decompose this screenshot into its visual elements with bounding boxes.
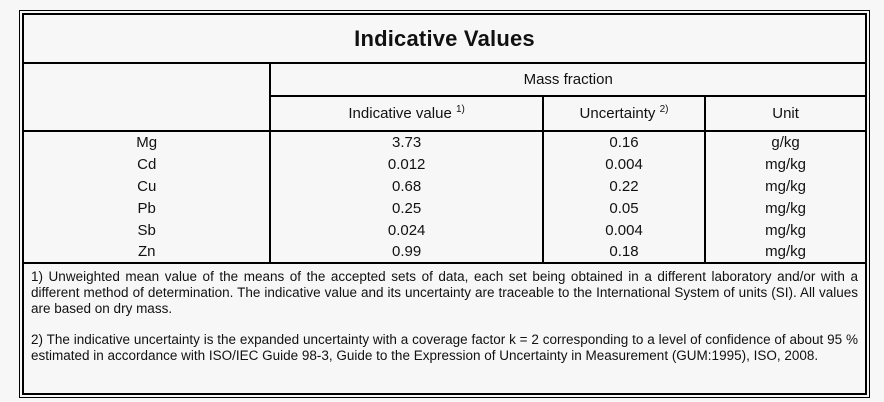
footnote-1-marker: 1) (455, 104, 465, 115)
indicative-value-cell: 3.73 (270, 131, 544, 153)
uncertainty-cell: 0.18 (542, 241, 707, 263)
footnote-2: 2) The indicative uncertainty is the exp… (31, 332, 858, 363)
footnote-2-marker: 2) (659, 104, 669, 115)
uncertainty-cell: 0.004 (542, 219, 707, 241)
element-cell: Mg (24, 131, 272, 153)
indicative-values-frame: Indicative Values Mass fraction Indicati… (19, 10, 870, 398)
uncertainty-cell: 0.004 (542, 153, 707, 175)
corner-empty-cell (24, 63, 272, 132)
table-row-footnotes: 1) Unweighted mean value of the means of… (24, 262, 865, 393)
indicative-value-cell: 0.024 (270, 219, 544, 241)
indicative-value-cell: 0.68 (270, 175, 544, 197)
table-row: Mg 3.73 0.16 g/kg (24, 131, 865, 153)
unit-header-label: Unit (772, 105, 799, 122)
indicative-value-cell: 0.012 (270, 153, 544, 175)
page-title: Indicative Values (24, 15, 865, 64)
unit-cell: mg/kg (765, 243, 807, 260)
unit-cell: mg/kg (765, 155, 807, 173)
element-cell: Cu (24, 175, 272, 197)
indicative-value-header-label: Indicative value (348, 105, 452, 122)
table-row-group-header: Mass fraction (24, 63, 865, 132)
element-cell: Cd (24, 153, 272, 175)
uncertainty-header-label: Uncertainty (579, 105, 656, 122)
element-cell: Sb (24, 219, 272, 241)
table-row: Cd 0.012 0.004 mg/kg (24, 153, 865, 175)
table-row: Sb 0.024 0.004 mg/kg (24, 219, 865, 241)
unit-cell: mg/kg (765, 177, 807, 195)
unit-header: Unit (705, 96, 865, 132)
table-row: Pb 0.25 0.05 mg/kg (24, 197, 865, 219)
mass-fraction-header: Mass fraction (270, 63, 865, 97)
indicative-values-frame-inner: Indicative Values Mass fraction Indicati… (22, 13, 867, 395)
table-row-title: Indicative Values (24, 15, 865, 64)
element-cell: Zn (24, 241, 272, 263)
footnote-1: 1) Unweighted mean value of the means of… (31, 269, 858, 316)
element-cell: Pb (24, 197, 272, 219)
unit-cell: mg/kg (765, 199, 807, 217)
table-row: Cu 0.68 0.22 mg/kg (24, 175, 865, 197)
footnotes-block: 1) Unweighted mean value of the means of… (24, 262, 865, 393)
table-row: Zn 0.99 0.18 mg/kg (24, 241, 865, 263)
uncertainty-cell: 0.16 (542, 131, 707, 153)
indicative-value-cell: 0.99 (270, 241, 544, 263)
unit-cell: g/kg (771, 134, 800, 151)
uncertainty-cell: 0.22 (542, 175, 707, 197)
uncertainty-header: Uncertainty 2) (542, 96, 707, 132)
uncertainty-cell: 0.05 (542, 197, 707, 219)
unit-cell: mg/kg (765, 221, 807, 239)
indicative-value-cell: 0.25 (270, 197, 544, 219)
indicative-value-header: Indicative value 1) (270, 96, 544, 132)
indicative-values-table: Indicative Values Mass fraction Indicati… (24, 15, 865, 393)
table-row-column-headers: Indicative value 1) Uncertainty 2) Unit (24, 96, 865, 132)
